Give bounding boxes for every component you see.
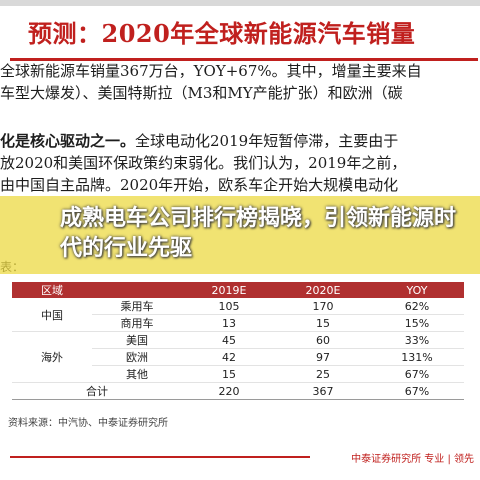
value-2020-cell: 60 (276, 331, 370, 349)
value-2020-cell: 25 (276, 365, 370, 383)
total-label-cell: 合计 (12, 382, 182, 400)
table-row: 欧洲 42 97 131% (12, 348, 464, 366)
title-row: 预测：2020年全球新能源汽车销量 (0, 14, 480, 61)
total-2020-cell: 367 (276, 382, 370, 400)
footer-brand: 中泰证券研究所 专业 | 领先 (351, 454, 474, 465)
table-row: 中国 乘用车 105 170 62% (12, 298, 464, 332)
yoy-cell: 131% (370, 348, 464, 366)
header-2019: 2019E (182, 282, 276, 298)
headline-overlay: 成熟电车公司排行榜揭晓，引领新能源时代的行业先驱 (0, 196, 480, 274)
type-cell: 乘用车 (92, 298, 182, 315)
paragraph-2-line: 放2020和美国环保政策约束弱化。我们认为，2019年之前， (0, 154, 407, 172)
source-note: 资料来源：中汽协、中泰证券研究所 (8, 418, 168, 429)
yoy-cell: 67% (370, 365, 464, 383)
value-2019-cell: 42 (182, 348, 276, 366)
paragraph-1-line: 全球新能源车销量367万台，YOY+67%。其中，增量主要来自 (0, 62, 422, 80)
paragraph-2-rest: 全球电动化2019年短暂停滞，主要由于 (135, 132, 399, 150)
header-2020: 2020E (276, 282, 370, 298)
headline-text: 成熟电车公司排行榜揭晓，引领新能源时代的行业先驱 (60, 206, 457, 261)
header-type (92, 282, 182, 298)
value-2020-cell: 170 (276, 298, 370, 315)
region-cell: 海外 (12, 331, 92, 383)
paragraph-1: 全球新能源车销量367万台，YOY+67%。其中，增量主要来自 车型大爆发）、美… (0, 60, 480, 104)
footer: 中泰证券研究所 专业 | 领先 (0, 446, 480, 480)
yoy-cell: 15% (370, 314, 464, 332)
yoy-cell: 62% (370, 298, 464, 315)
value-2019-cell: 45 (182, 331, 276, 349)
value-2020-cell: 97 (276, 348, 370, 366)
value-2020-cell: 15 (276, 314, 370, 332)
total-yoy-cell: 67% (370, 382, 464, 400)
top-rule (0, 0, 480, 6)
header-region: 区域 (12, 282, 92, 298)
type-cell: 其他 (92, 365, 182, 383)
type-cell: 商用车 (92, 314, 182, 332)
sales-table: 区域 2019E 2020E YOY 中国 乘用车 105 170 62% 商用… (12, 282, 464, 400)
footer-rule (10, 456, 310, 458)
type-cell: 美国 (92, 331, 182, 349)
paragraph-1-line: 车型大爆发）、美国特斯拉（M3和MY产能扩张）和欧洲（碳 (0, 84, 403, 102)
value-2019-cell: 105 (182, 298, 276, 315)
table-row: 海外 美国 45 60 33% (12, 331, 464, 383)
region-cell: 中国 (12, 298, 92, 332)
type-cell: 欧洲 (92, 348, 182, 366)
paragraph-2-bold: 化是核心驱动之一。 (0, 132, 136, 150)
page-title: 预测：2020年全球新能源汽车销量 (28, 19, 416, 48)
yoy-cell: 33% (370, 331, 464, 349)
total-2019-cell: 220 (182, 382, 276, 400)
paragraph-2-line: 化是核心驱动之一。全球电动化2019年短暂停滞，主要由于 (0, 130, 480, 152)
table-total-row: 合计 220 367 67% (12, 382, 464, 400)
paragraph-2: 化是核心驱动之一。全球电动化2019年短暂停滞，主要由于 放2020和美国环保政… (0, 130, 480, 196)
paragraph-2-line: 由中国自主品牌。2020年开始，欧系车企开始大规模电动化 (0, 176, 399, 194)
value-2019-cell: 13 (182, 314, 276, 332)
title-underline (10, 58, 478, 61)
header-yoy: YOY (370, 282, 464, 298)
table-header-row: 区域 2019E 2020E YOY (12, 282, 464, 298)
value-2019-cell: 15 (182, 365, 276, 383)
table-row: 商用车 13 15 15% (12, 314, 464, 332)
